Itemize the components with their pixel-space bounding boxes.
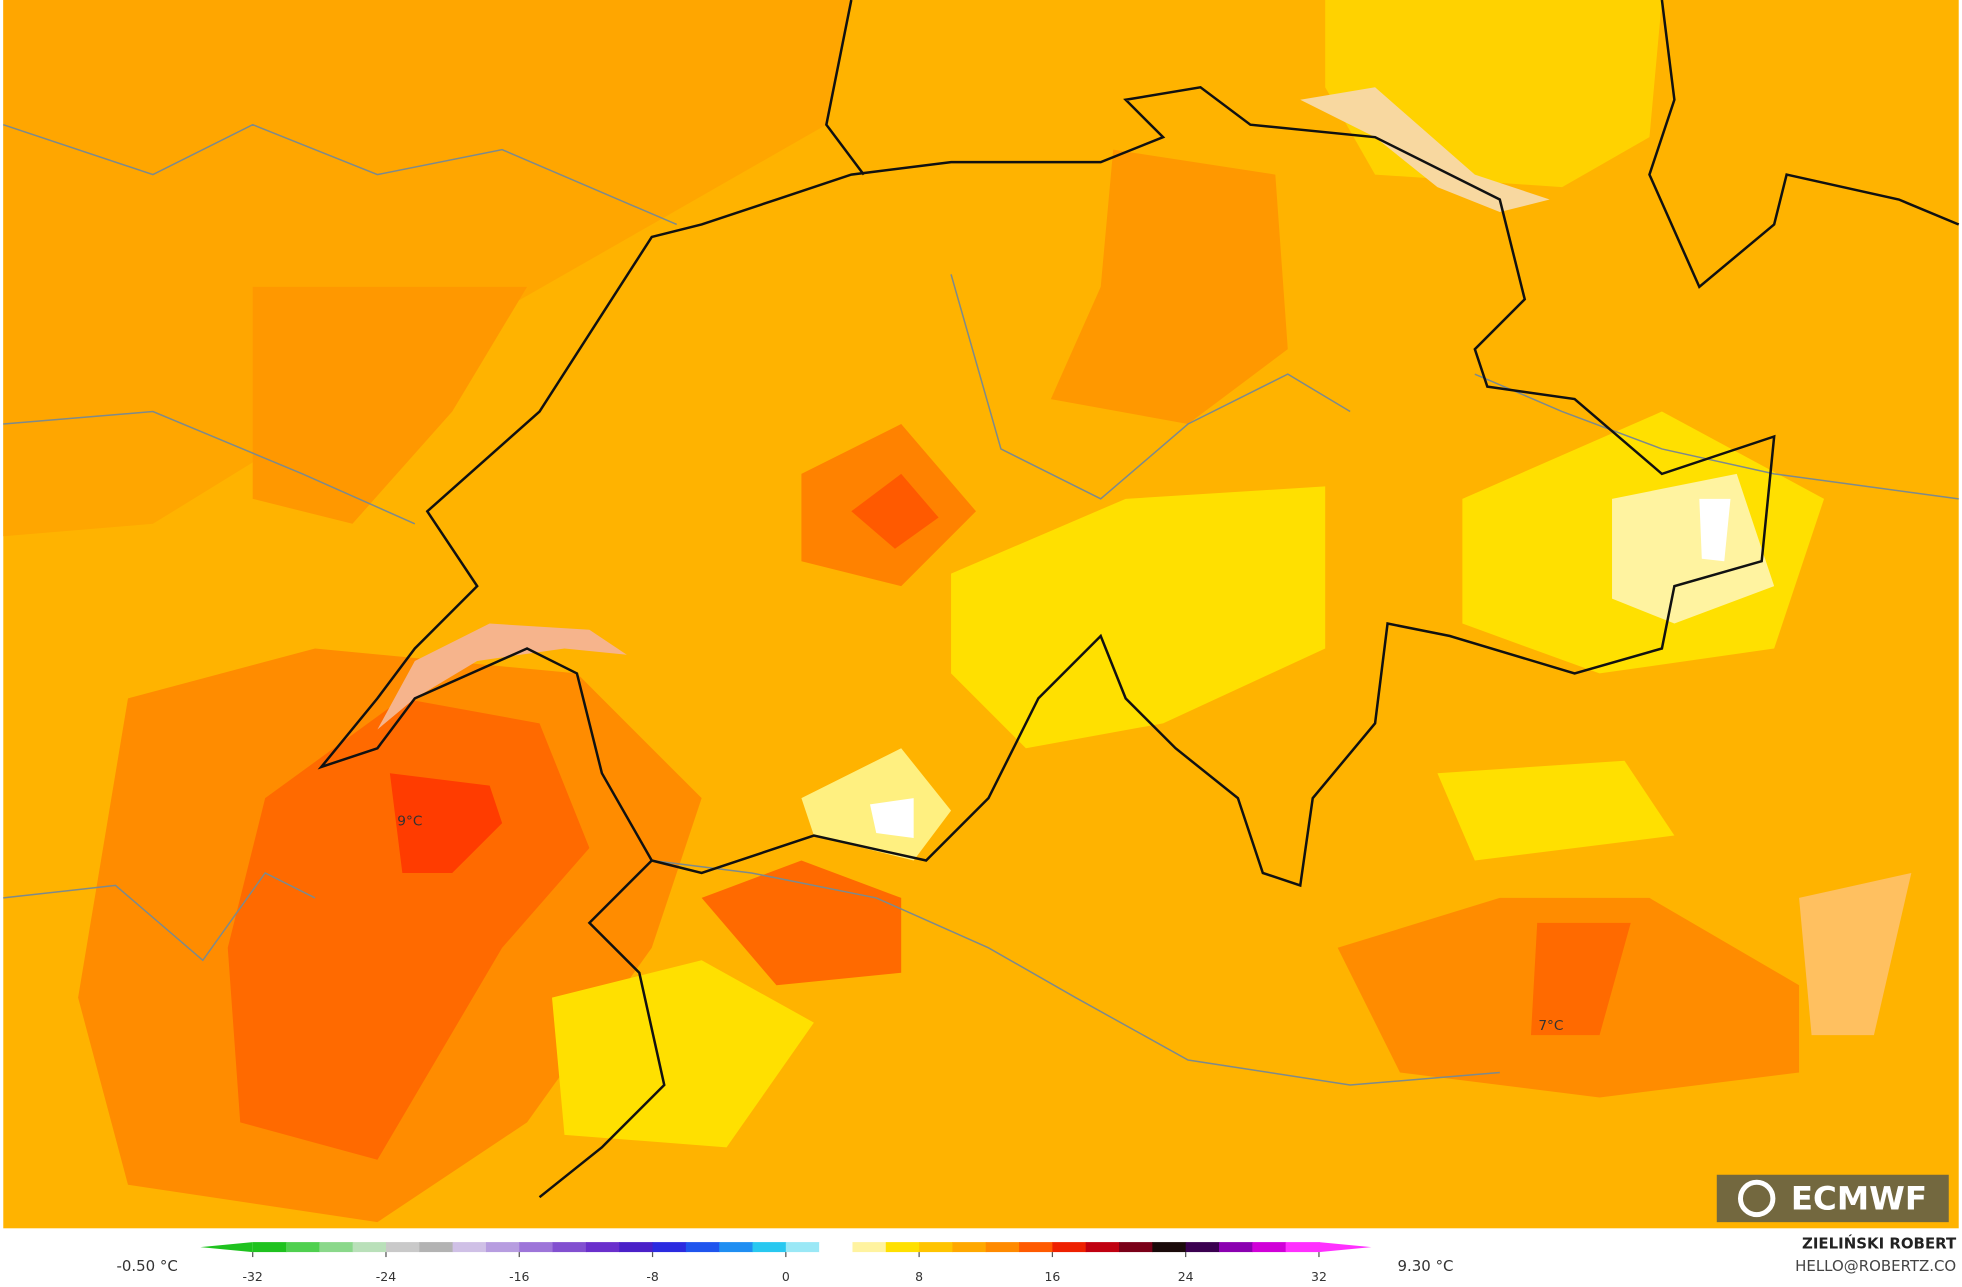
lake: [377, 623, 627, 730]
colorbar-segment: [685, 1242, 720, 1253]
colorbar-tick-label: 32: [1311, 1269, 1327, 1284]
lake: [1799, 872, 1912, 1036]
field-zone: [1699, 498, 1731, 562]
colorbar-segment: [1052, 1242, 1087, 1253]
field-zone: [252, 286, 528, 524]
colorbar-segment: [319, 1242, 354, 1253]
field-zone: [1612, 473, 1775, 624]
border: [1474, 373, 1959, 500]
border: [3, 872, 316, 962]
temperature-field: [3, 0, 1959, 1229]
colorbar-tick-label: -8: [646, 1269, 658, 1284]
colorbar-segment: [1085, 1242, 1120, 1253]
country-border: [317, 85, 1776, 888]
colorbar-segment: [1152, 1242, 1187, 1253]
colorbar-segment: [652, 1242, 687, 1253]
contour-label: 9°C: [397, 814, 422, 830]
colorbar-segment: [1119, 1242, 1153, 1253]
logo-icon: [1737, 1179, 1776, 1218]
colorbar-tick-label: -16: [509, 1269, 529, 1284]
colorbar-segment: [919, 1242, 954, 1253]
logo: ECMWF: [1716, 1174, 1949, 1223]
colorbar-segment: [585, 1242, 620, 1253]
field-zone: [1530, 922, 1631, 1036]
country-border: [825, 0, 865, 176]
colorbar-segment: [352, 1242, 387, 1253]
field-zone: [851, 473, 939, 549]
colorbar: -32 -24 -16 -8 0 8 16 24 32: [200, 1242, 1372, 1284]
colorbar-arrow-high: [1318, 1242, 1372, 1253]
admin-borders: [3, 123, 1959, 1086]
colorbar-segment: [519, 1242, 554, 1253]
colorbar-segment: [286, 1242, 320, 1253]
colorbar-segment: [1185, 1242, 1220, 1253]
credit-name: ZIELIŃSKI ROBERT: [1802, 1233, 1957, 1252]
contour-label: 7°C: [1538, 1018, 1563, 1034]
field-zone: [227, 698, 590, 1160]
colorbar-tick-label: -24: [376, 1269, 396, 1284]
colorbar-segment: [719, 1242, 754, 1253]
colorbar-segment: [485, 1242, 520, 1253]
border: [950, 274, 1351, 500]
colorbar-segment: [552, 1242, 587, 1253]
colorbar-arrow-low: [200, 1242, 253, 1253]
colorbar-tick-label: 8: [915, 1269, 923, 1284]
colorbar-segment: [1285, 1242, 1320, 1253]
colorbar-segment: [619, 1242, 654, 1253]
field-zone: [951, 486, 1326, 749]
colorbar-tick-label: 0: [782, 1269, 790, 1284]
credit-email: HELLO@ROBERTZ.CO: [1795, 1257, 1956, 1275]
border: [651, 859, 1500, 1086]
colorbar-tick-label: 16: [1044, 1269, 1060, 1284]
field-zone: [3, 0, 852, 537]
field-zone: [870, 798, 914, 839]
colorbar-segment: [819, 1242, 854, 1253]
colorbar-max-label: 9.30 °C: [1398, 1257, 1454, 1275]
country-border: [1648, 0, 1960, 289]
colorbar-segment: [452, 1242, 487, 1253]
footer: [3, 1228, 1959, 1287]
colorbar-segment: [752, 1242, 787, 1253]
colorbar-segment: [1218, 1242, 1253, 1253]
lake: [1300, 87, 1550, 213]
country-border: [538, 859, 666, 1199]
colorbar-segment: [952, 1242, 987, 1253]
colorbar-segment: [419, 1242, 454, 1253]
colorbar-segment: [1252, 1242, 1287, 1253]
colorbar-segment: [1019, 1242, 1054, 1253]
field-zone: [1050, 149, 1288, 425]
border: [3, 123, 678, 226]
field-zone: [1437, 760, 1675, 861]
colorbar-tick-label: 24: [1178, 1269, 1194, 1284]
colorbar-segment: [785, 1242, 820, 1253]
colorbar-segment: [252, 1242, 287, 1253]
border: [3, 410, 416, 525]
colorbar-segment: [852, 1242, 887, 1253]
field-zone: [389, 773, 503, 873]
field-zone: [701, 860, 902, 986]
colorbar-tick-label: -32: [243, 1269, 263, 1284]
colorbar-segment: [385, 1242, 420, 1253]
field-zone: [552, 960, 814, 1148]
colorbar-min-label: -0.50 °C: [116, 1257, 177, 1275]
logo-text: ECMWF: [1791, 1180, 1927, 1218]
colorbar-segment: [985, 1242, 1020, 1253]
colorbar-segment: [885, 1242, 920, 1253]
